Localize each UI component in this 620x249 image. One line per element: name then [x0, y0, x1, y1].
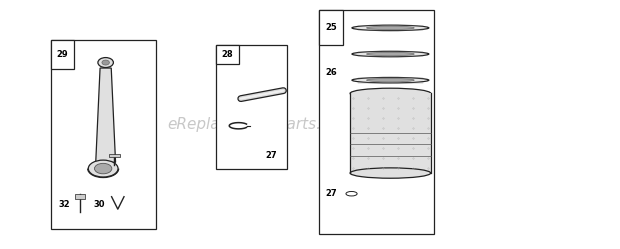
Ellipse shape — [350, 88, 431, 99]
Bar — [75, 194, 85, 199]
Text: 26: 26 — [326, 68, 337, 77]
Bar — [319, 10, 434, 234]
Bar — [350, 93, 431, 173]
Ellipse shape — [102, 60, 109, 65]
Bar — [216, 45, 287, 169]
Text: eReplacementParts.com: eReplacementParts.com — [167, 117, 354, 132]
Circle shape — [346, 191, 357, 196]
Ellipse shape — [88, 160, 118, 177]
Bar — [216, 45, 239, 64]
Bar — [108, 154, 120, 157]
Ellipse shape — [352, 77, 429, 83]
Ellipse shape — [366, 52, 414, 56]
Ellipse shape — [94, 163, 112, 174]
Ellipse shape — [352, 25, 429, 31]
Text: 28: 28 — [222, 50, 233, 59]
Text: 27: 27 — [266, 151, 277, 160]
Text: 27: 27 — [326, 189, 337, 198]
Ellipse shape — [366, 26, 414, 30]
Text: 30: 30 — [93, 200, 105, 209]
Ellipse shape — [98, 58, 113, 67]
Bar — [319, 10, 343, 45]
Polygon shape — [95, 68, 115, 162]
Bar — [51, 40, 156, 229]
Ellipse shape — [350, 168, 431, 178]
Bar — [51, 40, 74, 69]
Ellipse shape — [352, 51, 429, 57]
Ellipse shape — [366, 78, 414, 82]
Text: 32: 32 — [58, 200, 70, 209]
Text: 25: 25 — [326, 23, 337, 32]
Text: 29: 29 — [57, 50, 68, 59]
